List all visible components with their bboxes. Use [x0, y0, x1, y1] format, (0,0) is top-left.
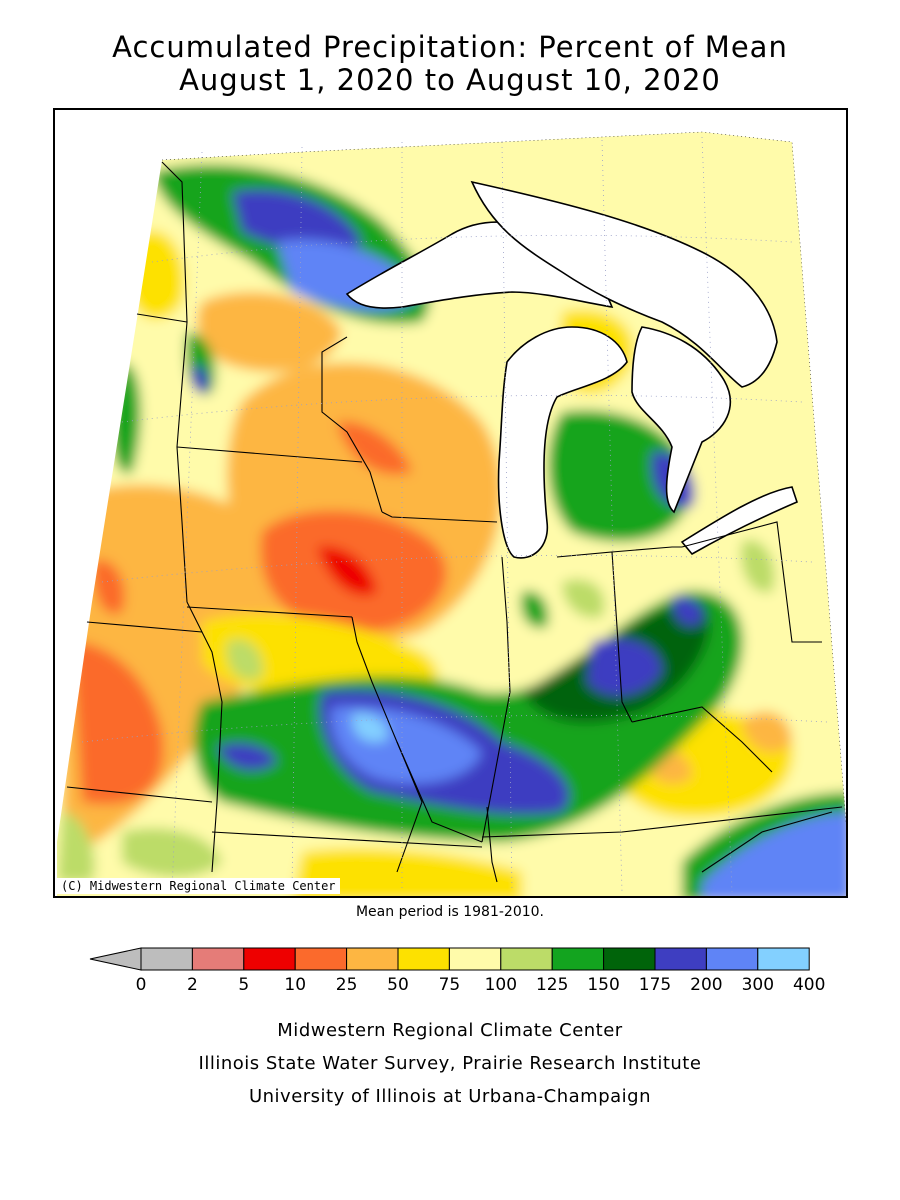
credit-line-1: Midwestern Regional Climate Center [277, 1020, 623, 1041]
legend-tick-label: 100 [485, 975, 517, 995]
map-title-line-2: August 1, 2020 to August 10, 2020 [179, 63, 721, 97]
legend-tick-label: 25 [336, 975, 358, 995]
legend-swatch [500, 947, 553, 971]
legend-tick-label: 10 [284, 975, 306, 995]
color-legend: 0 2 5 10 25 50 75 100 125 150 175 200 300 400 [89, 947, 825, 995]
mean-period-note: Mean period is 1981-2010. [355, 904, 545, 920]
lake-michigan [497, 326, 628, 559]
legend-tick-label: 200 [690, 975, 722, 995]
legend-tick-label: 75 [439, 975, 461, 995]
legend-tick-label: 5 [238, 975, 249, 995]
lake-huron [631, 326, 732, 514]
legend-swatch [397, 947, 450, 971]
credit-line-2: Illinois State Water Survey, Prairie Res… [198, 1053, 702, 1074]
legend-swatch [448, 947, 502, 971]
legend-swatch [705, 947, 759, 971]
map-title-line-1: Accumulated Precipitation: Percent of Me… [112, 30, 788, 64]
legend-tick-label: 2 [187, 975, 198, 995]
legend-swatch [294, 947, 348, 971]
lake-erie [680, 486, 798, 556]
legend-swatch [191, 947, 245, 971]
precipitation-map: (C) Midwestern Regional Climate Center [53, 108, 848, 898]
legend-tick-label: 50 [387, 975, 409, 995]
legend-tick-label: 125 [536, 975, 568, 995]
legend-swatch [654, 947, 707, 971]
legend-swatch [551, 947, 605, 971]
legend-tick-label: 150 [587, 975, 619, 995]
legend-swatch [140, 947, 193, 971]
legend-tick-label: 175 [639, 975, 671, 995]
map-svg [57, 131, 846, 896]
legend-swatch [603, 947, 656, 971]
legend-swatch [757, 947, 810, 971]
great-lakes [345, 180, 798, 559]
graticule [81, 136, 828, 893]
legend-arrow-below-0 [89, 947, 142, 971]
legend-tick-label: 400 [793, 975, 825, 995]
legend-swatch [346, 947, 399, 971]
state-borders [66, 161, 843, 883]
domain-outline [161, 131, 846, 825]
legend-swatch [243, 947, 296, 971]
credit-line-3: University of Illinois at Urbana-Champai… [248, 1086, 652, 1107]
legend-tick-label: 300 [742, 975, 774, 995]
copyright-label: (C) Midwestern Regional Climate Center [57, 878, 340, 894]
legend-tick-label: 0 [136, 975, 147, 995]
canada-region [470, 180, 778, 388]
